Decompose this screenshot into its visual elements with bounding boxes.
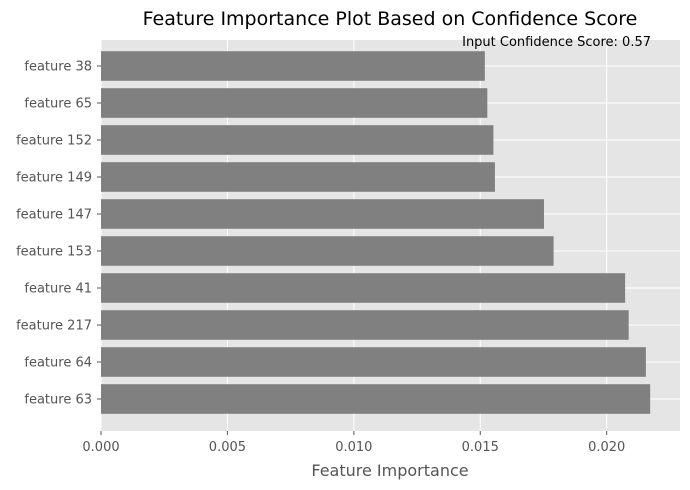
y-tick-label-6: feature 41 xyxy=(24,282,92,297)
bar-feature-38 xyxy=(101,51,485,81)
y-tick-label-5: feature 153 xyxy=(16,245,92,260)
bar-feature-41 xyxy=(101,273,626,303)
y-tick-label-1: feature 65 xyxy=(24,97,92,112)
bars xyxy=(101,51,651,414)
bar-feature-63 xyxy=(101,384,651,414)
bar-feature-149 xyxy=(101,162,495,192)
x-tick-label-3: 0.015 xyxy=(462,440,499,455)
x-tick-label-0: 0.000 xyxy=(82,440,119,455)
bar-feature-217 xyxy=(101,310,629,340)
y-tick-label-2: feature 152 xyxy=(16,134,92,149)
bar-feature-64 xyxy=(101,347,646,377)
x-axis-label: Feature Importance xyxy=(311,461,468,480)
bar-feature-147 xyxy=(101,199,544,229)
x-axis-ticks: 0.000 0.005 0.010 0.015 0.020 xyxy=(82,431,625,455)
x-tick-label-4: 0.020 xyxy=(588,440,625,455)
y-tick-label-4: feature 147 xyxy=(16,208,92,223)
confidence-annotation: Input Confidence Score: 0.57 xyxy=(462,35,651,50)
bar-feature-153 xyxy=(101,236,554,266)
y-tick-label-0: feature 38 xyxy=(24,60,92,75)
y-axis-ticks: feature 38 feature 65 feature 152 feature 1… xyxy=(16,60,101,408)
bar-feature-152 xyxy=(101,125,494,155)
bar-feature-65 xyxy=(101,88,488,118)
y-tick-label-8: feature 64 xyxy=(24,356,92,371)
x-tick-label-1: 0.005 xyxy=(209,440,246,455)
y-tick-label-9: feature 63 xyxy=(24,393,92,408)
y-tick-label-7: feature 217 xyxy=(16,319,92,334)
chart-title: Feature Importance Plot Based on Confide… xyxy=(143,8,638,30)
x-tick-label-2: 0.010 xyxy=(335,440,372,455)
y-tick-label-3: feature 149 xyxy=(16,171,92,186)
